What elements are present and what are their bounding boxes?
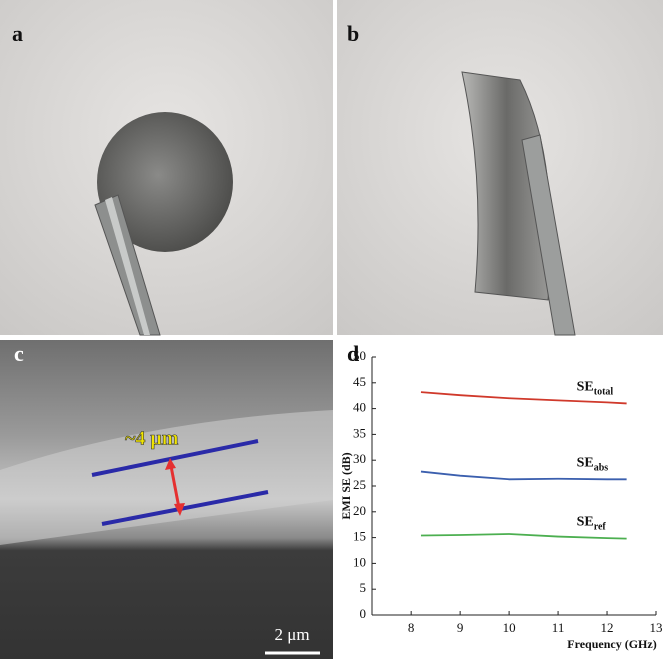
y-tick-label: 40 bbox=[353, 400, 366, 415]
series-label: SEref bbox=[577, 515, 607, 533]
y-tick-label: 30 bbox=[353, 451, 366, 466]
series-label: SEabs bbox=[577, 456, 609, 474]
panel-label: c bbox=[14, 341, 24, 366]
y-tick-label: 25 bbox=[353, 477, 366, 492]
y-tick-label: 15 bbox=[353, 529, 366, 544]
x-tick-label: 11 bbox=[552, 620, 565, 635]
y-tick-label: 0 bbox=[360, 606, 367, 621]
series-label: SEtotal bbox=[577, 380, 614, 398]
y-tick-label: 5 bbox=[360, 580, 367, 595]
series-name: SE bbox=[577, 380, 594, 395]
thickness-label: ~4 μm bbox=[125, 428, 179, 450]
x-tick-label: 12 bbox=[601, 620, 614, 635]
panel-label: a bbox=[12, 21, 23, 46]
scale-bar-label: 2 μm bbox=[274, 625, 309, 644]
y-tick-label: 35 bbox=[353, 425, 366, 440]
x-axis-title: Frequency (GHz) bbox=[567, 637, 656, 651]
series-line bbox=[421, 534, 627, 539]
y-tick-label: 45 bbox=[353, 374, 366, 389]
x-tick-label: 8 bbox=[408, 620, 415, 635]
series-subscript: abs bbox=[594, 463, 609, 474]
series-name: SE bbox=[577, 515, 594, 530]
x-tick-label: 9 bbox=[457, 620, 464, 635]
figure: a b ~4 μm 2 μm c d Frequency (GHz) EMI S… bbox=[0, 0, 663, 659]
series-name: SE bbox=[577, 456, 594, 471]
x-tick-label: 10 bbox=[503, 620, 516, 635]
y-tick-label: 20 bbox=[353, 503, 366, 518]
series-subscript: ref bbox=[594, 522, 607, 533]
y-axis-title: EMI SE (dB) bbox=[339, 452, 353, 519]
y-tick-label: 10 bbox=[353, 554, 366, 569]
x-tick-label: 13 bbox=[650, 620, 663, 635]
series-subscript: total bbox=[594, 387, 614, 398]
panel-label: b bbox=[347, 21, 359, 46]
y-tick-label: 50 bbox=[353, 348, 366, 363]
